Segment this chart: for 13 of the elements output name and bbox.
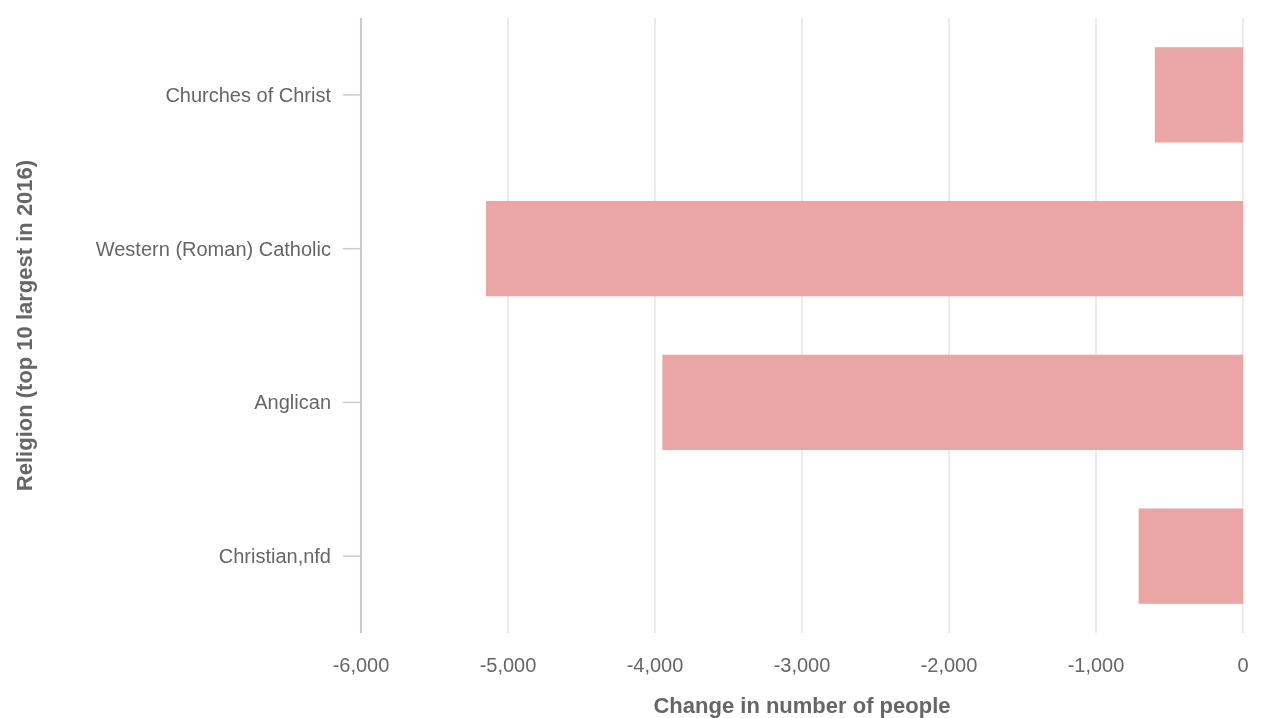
y-tick-label: Churches of Christ: [165, 83, 332, 106]
x-tick-label: -1,000: [1067, 654, 1125, 676]
y-axis-title: Religion (top 10 largest in 2016): [12, 159, 37, 492]
y-tick-label: Anglican: [254, 391, 331, 414]
x-tick-label: -6,000: [332, 654, 390, 676]
y-tick-label: Western (Roman) Catholic: [95, 237, 331, 260]
y-tick-label: Christian,nfd: [218, 545, 331, 568]
x-tick-label: -3,000: [773, 654, 831, 676]
x-tick-label: -2,000: [920, 654, 978, 676]
x-tick-label: 0: [1237, 654, 1249, 676]
x-tick-label: -5,000: [479, 654, 537, 676]
x-tick-label: -4,000: [626, 654, 684, 676]
x-axis-title: Change in number of people: [653, 693, 951, 718]
